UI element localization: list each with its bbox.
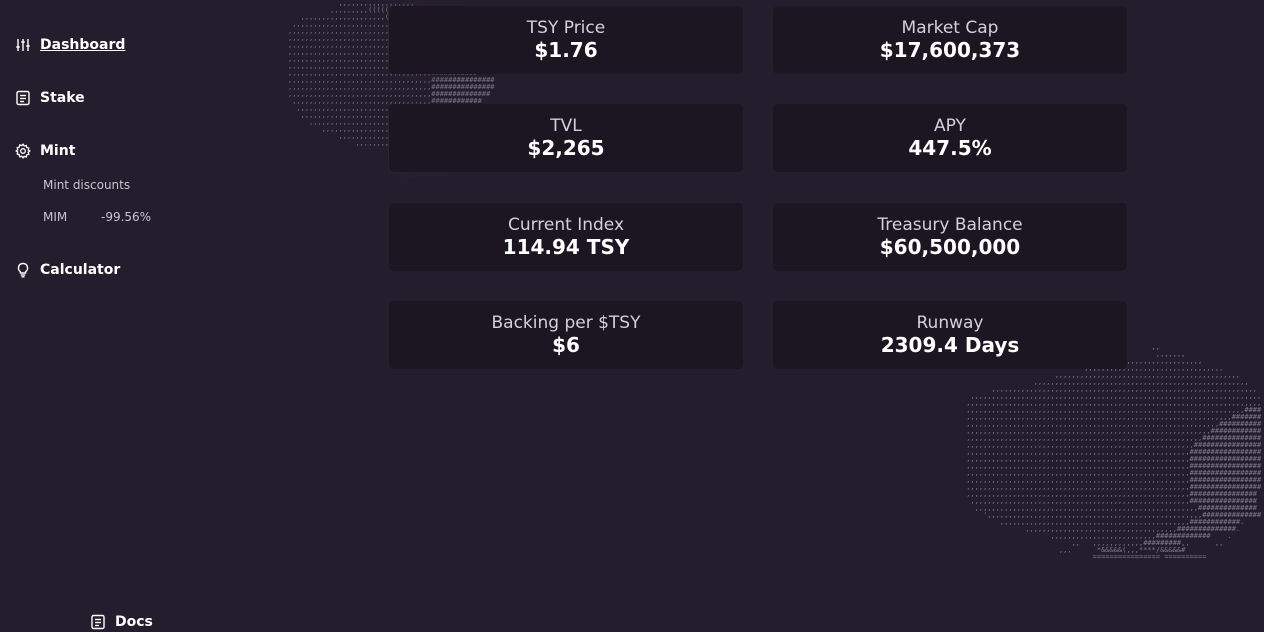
sidebar-item-mint[interactable]: Mint [14,142,75,159]
sidebar-item-stake[interactable]: Stake [14,89,85,106]
sidebar-item-label: Dashboard [40,36,126,53]
stat-label: Backing per $TSY [491,313,641,333]
sidebar-item-calculator[interactable]: Calculator [14,261,120,278]
sidebar: Dashboard Stake Mint Mint discounts M [0,0,260,632]
lightbulb-icon [14,261,31,278]
stat-value: 447.5% [908,136,992,160]
stat-card-tsy-price: TSY Price $1.76 [389,6,743,74]
stat-value: $60,500,000 [879,235,1021,259]
mim-discount-value: -99.56% [101,210,152,224]
sidebar-item-label: Calculator [40,261,121,278]
stat-value: $6 [552,333,580,357]
sidebar-item-label: Stake [40,89,85,106]
stat-label: APY [934,116,966,136]
document-icon [89,613,106,630]
sliders-icon [14,36,31,53]
stat-card-runway: Runway 2309.4 Days [773,301,1127,369]
sidebar-item-dashboard[interactable]: Dashboard [14,36,125,53]
stat-value: $2,265 [527,136,605,160]
mint-discount-mim[interactable]: MIM -99.56% [43,210,163,224]
stat-card-treasury-balance: Treasury Balance $60,500,000 [773,203,1127,271]
stat-card-tvl: TVL $2,265 [389,104,743,172]
stat-label: Market Cap [901,18,999,38]
stat-label: Runway [916,313,984,333]
stat-value: $1.76 [534,38,598,62]
stat-card-current-index: Current Index 114.94 TSY [389,203,743,271]
stat-card-backing: Backing per $TSY $6 [389,301,743,369]
stat-card-apy: APY 447.5% [773,104,1127,172]
stat-label: TVL [550,116,582,136]
stat-label: TSY Price [526,18,606,38]
stat-value: 2309.4 Days [880,333,1020,357]
mim-name: MIM [43,210,68,224]
sidebar-item-label: Mint [40,142,76,159]
stat-value: $17,600,373 [879,38,1021,62]
gear-icon [14,142,31,159]
document-icon [14,89,31,106]
sidebar-item-label: Docs [115,613,153,630]
mint-discounts-label: Mint discounts [43,178,131,192]
stat-card-market-cap: Market Cap $17,600,373 [773,6,1127,74]
ascii-globe-bottom-decoration: ,, ,,,,,,, ,,,,,,,,,,,,,,,,,,,, ',,,,,,,… [966,343,1262,561]
stat-value: 114.94 TSY [502,235,630,259]
stat-label: Current Index [507,215,625,235]
sidebar-item-docs[interactable]: Docs [89,613,153,630]
stat-label: Treasury Balance [877,215,1023,235]
